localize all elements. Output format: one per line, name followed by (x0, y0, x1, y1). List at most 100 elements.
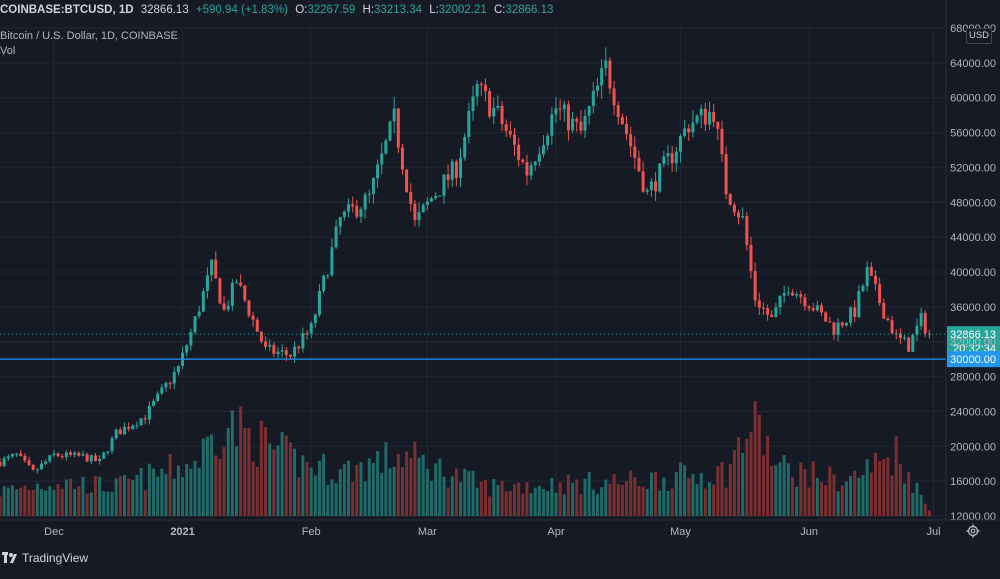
volume-bar (309, 467, 313, 516)
candle-body (44, 461, 48, 464)
candle-body (164, 383, 168, 388)
volume-bar (824, 485, 828, 516)
candle-body (413, 203, 417, 221)
tradingview-logo-icon (2, 552, 17, 563)
volume-bar (654, 471, 658, 516)
volume-bar (637, 485, 641, 516)
volume-bar (413, 441, 417, 516)
volume-bar (23, 485, 27, 516)
volume-bar (766, 435, 770, 516)
volume-bar (342, 464, 346, 516)
volume-bar (189, 468, 193, 516)
volume-bar (31, 489, 35, 516)
candle-body (820, 305, 824, 313)
gear-icon[interactable] (966, 524, 980, 543)
candle-body (898, 333, 902, 338)
volume-bar (886, 457, 890, 516)
volume-bar (836, 491, 840, 516)
candle-body (840, 322, 844, 326)
candle-body (434, 195, 438, 199)
candle-body (243, 285, 247, 301)
candle-body (508, 130, 512, 135)
candle-body (770, 314, 774, 318)
candle-body (927, 333, 931, 335)
candle-body (716, 121, 720, 129)
volume-bar (869, 472, 873, 516)
candle-body (301, 333, 305, 349)
candle-body (849, 307, 853, 323)
candle-body (351, 204, 355, 207)
volume-bar (60, 488, 64, 516)
volume-bar (591, 489, 595, 516)
volume-bar (915, 483, 919, 516)
candle-body (708, 111, 711, 125)
volume-bar (301, 455, 305, 516)
close-label: C: (493, 4, 506, 16)
volume-bar (131, 479, 135, 516)
volume-bar (239, 406, 243, 516)
candle-body (737, 212, 741, 218)
candle-body (807, 306, 811, 309)
candle-body (857, 291, 861, 317)
volume-bar (799, 462, 803, 516)
volume-bar (243, 428, 247, 516)
volume-bar (790, 476, 794, 516)
volume-bar (77, 486, 81, 516)
volume-label[interactable]: Vol (0, 45, 16, 57)
candle-body (152, 400, 156, 406)
candle-body (371, 178, 375, 194)
volume-bar (587, 471, 591, 516)
volume-bar (649, 472, 653, 516)
candle-body (185, 345, 189, 353)
candle-body (529, 165, 533, 176)
candle-body (832, 322, 836, 335)
volume-bar (517, 482, 521, 516)
candle-body (396, 108, 400, 148)
candle-body (637, 157, 641, 172)
symbol-label[interactable]: COINBASE:BTCUSD, 1D (0, 4, 134, 16)
volume-bar (674, 472, 678, 516)
volume-bar (89, 492, 93, 516)
currency-button[interactable]: USD (966, 28, 992, 44)
candle-body (761, 307, 765, 309)
candle-body (612, 88, 616, 106)
close-value: 32866.13 (505, 4, 554, 16)
volume-bar (737, 437, 741, 516)
volume-bar (903, 483, 907, 516)
volume-bar (35, 483, 39, 516)
volume-bar (894, 436, 898, 516)
candle-body (471, 96, 475, 112)
candle-body (907, 337, 911, 352)
volume-bar (662, 477, 666, 516)
tradingview-brand[interactable]: TradingView (2, 551, 88, 565)
candle-body (620, 117, 624, 125)
candle-body (745, 216, 749, 245)
volume-bar (454, 468, 458, 516)
volume-bar (421, 454, 425, 516)
volume-bar (795, 486, 799, 516)
candle-body (517, 144, 521, 160)
candle-body (533, 161, 537, 166)
volume-bar (873, 452, 877, 516)
candle-body (890, 320, 894, 334)
volume-bar (56, 483, 60, 516)
volume-bar (2, 486, 6, 516)
volume-bar (434, 463, 438, 516)
candle-body (915, 325, 919, 335)
volume-bar (761, 455, 765, 516)
candle-body (156, 393, 160, 401)
volume-bar (210, 434, 214, 516)
candle-body (309, 323, 313, 334)
volume-bar (741, 453, 745, 516)
volume-bar (525, 482, 529, 516)
candle-body (326, 275, 330, 277)
volume-bar (629, 470, 633, 516)
volume-bar (604, 479, 608, 516)
candle-body (293, 346, 297, 357)
candle-body (81, 454, 85, 456)
candle-body (587, 106, 591, 116)
y-tick-label: 52000.00 (950, 162, 996, 174)
candle-body (60, 456, 64, 458)
